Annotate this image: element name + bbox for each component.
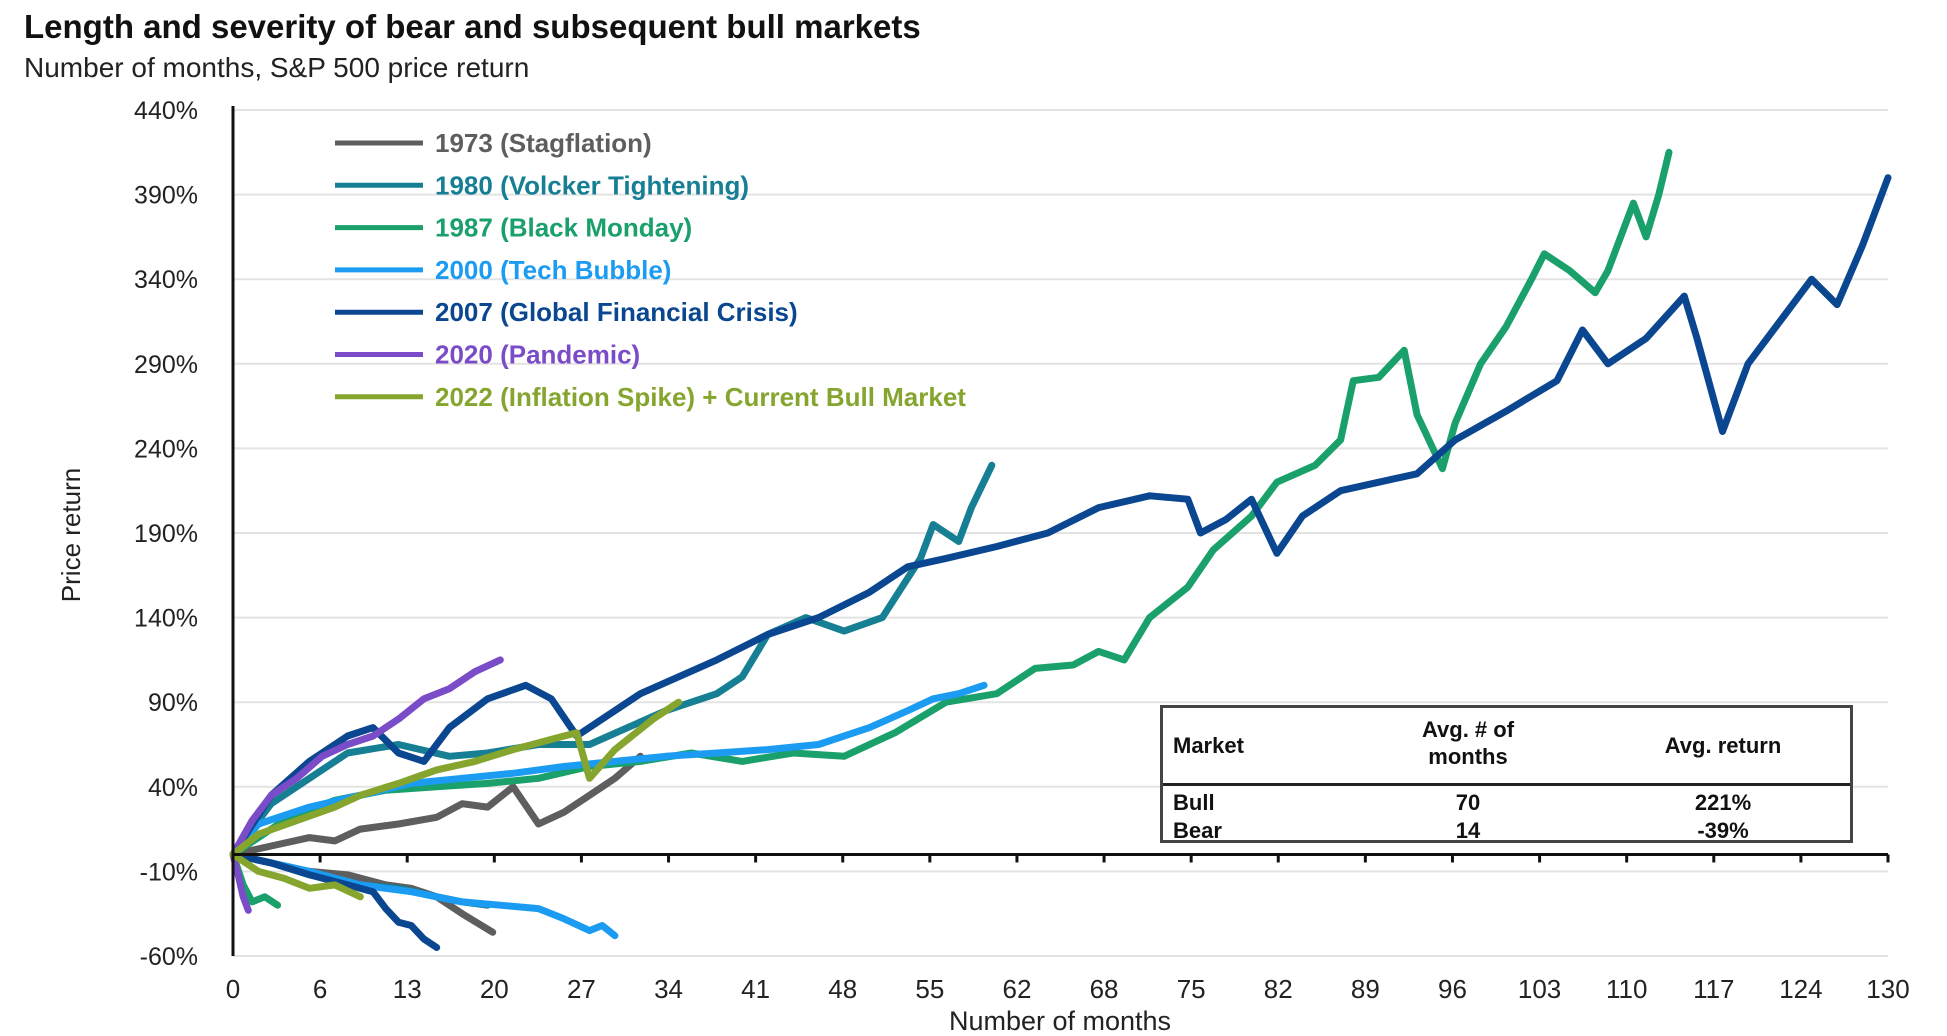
x-tick-label: 13	[393, 974, 422, 1004]
x-tick-label: 48	[828, 974, 857, 1004]
chart-subtitle: Number of months, S&P 500 price return	[24, 52, 530, 83]
y-tick-label: 390%	[134, 182, 198, 210]
cell-months: 70	[1455, 790, 1481, 815]
legend-label: 2020 (Pandemic)	[435, 340, 640, 370]
summary-table: Market Avg. # of months Avg. return Bull…	[1160, 705, 1853, 843]
series-bear-line-2007	[229, 851, 441, 951]
y-tick-label: 240%	[134, 435, 198, 463]
y-tick-label: 40%	[148, 774, 198, 802]
table-header: Market Avg. # of months Avg. return	[1163, 708, 1850, 786]
x-tick-label: 62	[1002, 974, 1031, 1004]
y-tick-label: -60%	[140, 943, 198, 971]
header-months: Avg. # of months	[1421, 717, 1515, 769]
header-market: Market	[1173, 733, 1244, 758]
x-tick-label: 117	[1693, 974, 1734, 1004]
cell-return: -39%	[1697, 818, 1749, 843]
x-tick-label: 27	[567, 974, 596, 1004]
legend-label: 1987 (Black Monday)	[435, 213, 692, 243]
x-tick-label: 89	[1351, 974, 1380, 1004]
cell-return: 221%	[1694, 790, 1752, 815]
x-tick-label: 68	[1090, 974, 1119, 1004]
cell-market: Bull	[1173, 790, 1215, 815]
x-tick-label: 124	[1779, 974, 1822, 1004]
legend: 1973 (Stagflation) 1980 (Volcker Tighteni…	[335, 128, 966, 412]
cell-market: Bear	[1173, 818, 1222, 843]
x-tick-label: 55	[915, 974, 944, 1004]
legend-label: 1980 (Volcker Tightening)	[435, 170, 749, 200]
x-tick-label: 34	[654, 974, 683, 1004]
series-bull-line-2007	[229, 174, 1892, 858]
x-tick-label: 130	[1866, 974, 1909, 1004]
x-tick-label: 75	[1177, 974, 1206, 1004]
axes: 440% 390% 340% 290% 240% 190% 140% 90% 40% -10% -6…	[134, 97, 1910, 1004]
cell-months: 14	[1455, 818, 1481, 843]
y-tick-label: 440%	[134, 97, 198, 125]
y-axis-title: Price return	[56, 468, 86, 602]
series-bull-line-1980	[229, 461, 996, 858]
x-tick-label: 103	[1518, 974, 1561, 1004]
y-tick-label: 290%	[134, 351, 198, 379]
legend-label: 1973 (Stagflation)	[435, 128, 652, 158]
x-tick-label: 0	[226, 974, 240, 1004]
y-tick-label: 190%	[134, 520, 198, 548]
x-tick-label: 110	[1606, 974, 1647, 1004]
legend-label: 2022 (Inflation Spike) + Current Bull Ma…	[435, 382, 966, 412]
series-bear-line-2022	[229, 851, 364, 901]
series-bull-line-1973	[229, 752, 644, 858]
x-tick-label: 82	[1264, 974, 1293, 1004]
series-bear-line-2020	[229, 851, 252, 914]
legend-label: 2000 (Tech Bubble)	[435, 255, 671, 285]
y-tick-label: 140%	[134, 605, 198, 633]
x-tick-label: 41	[741, 974, 770, 1004]
header-return: Avg. return	[1664, 733, 1782, 758]
y-tick-label: 90%	[148, 689, 198, 717]
x-axis-title: Number of months	[949, 1006, 1171, 1036]
chart-title: Length and severity of bear and subseque…	[24, 8, 921, 45]
y-tick-label: -10%	[140, 858, 198, 886]
legend-label: 2007 (Global Financial Crisis)	[435, 297, 798, 327]
table-row: Bull 70 221%	[1163, 786, 1850, 816]
series-bull-line-2022	[229, 698, 683, 858]
x-tick-label: 96	[1438, 974, 1467, 1004]
x-tick-label: 20	[480, 974, 509, 1004]
table-row: Bear 14 -39%	[1163, 816, 1850, 846]
y-tick-label: 340%	[134, 266, 198, 294]
series-lines	[229, 148, 1892, 951]
x-tick-label: 6	[313, 974, 327, 1004]
series-bull-line-2020	[229, 656, 504, 858]
